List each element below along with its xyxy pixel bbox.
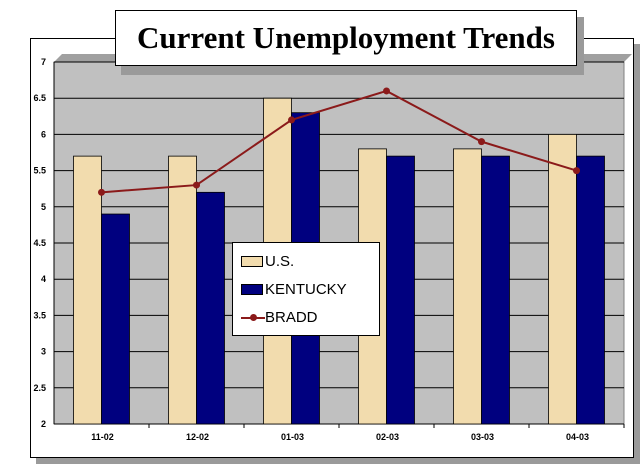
y-tick-label: 7 [41,57,46,67]
chart-legend: U.S. KENTUCKY BRADD [232,242,380,336]
y-tick-label: 5 [41,202,46,212]
y-tick-label: 6.5 [33,93,46,103]
bar-kentucky-04-03 [576,155,605,425]
bar-kentucky-02-03 [386,155,415,425]
bar-us-12-02 [168,155,197,425]
point-bradd-03-03 [478,138,485,146]
bar-us-11-02 [73,155,102,425]
bar-us-04-03 [548,133,577,425]
y-tick-label: 5.5 [33,166,46,176]
y-tick-label: 4.5 [33,238,46,248]
point-bradd-02-03 [383,87,390,95]
point-bradd-01-03 [288,116,295,124]
legend-label-kentucky: KENTUCKY [265,280,347,298]
x-tick-label: 01-03 [281,432,304,442]
legend-item-kentucky: KENTUCKY [241,279,347,299]
legend-swatch-us [241,255,263,267]
y-tick-label: 2 [41,419,46,429]
legend-swatch-bradd [241,312,265,323]
legend-item-bradd: BRADD [241,307,318,327]
bar-us-03-03 [453,148,482,425]
bar-kentucky-03-03 [481,155,510,425]
chart-title: Current Unemployment Trends [115,10,577,66]
y-tick-label: 3.5 [33,310,46,320]
y-tick-label: 4 [41,274,46,284]
bar-kentucky-12-02 [196,191,225,425]
x-tick-label: 03-03 [471,432,494,442]
legend-label-bradd: BRADD [265,308,318,326]
legend-item-us: U.S. [241,251,294,271]
x-tick-label: 11-02 [91,432,114,442]
legend-label-us: U.S. [265,252,295,270]
x-tick-label: 04-03 [566,432,589,442]
y-tick-label: 3 [41,347,46,357]
y-tick-label: 2.5 [33,383,46,393]
bar-kentucky-11-02 [101,213,130,425]
point-bradd-12-02 [193,181,200,189]
line-bradd [101,89,577,194]
x-tick-label: 02-03 [376,432,399,442]
y-tick-label: 6 [41,129,46,139]
legend-swatch-kentucky [241,283,263,295]
x-tick-label: 12-02 [186,432,209,442]
point-bradd-04-03 [573,167,580,175]
point-bradd-11-02 [98,188,105,196]
